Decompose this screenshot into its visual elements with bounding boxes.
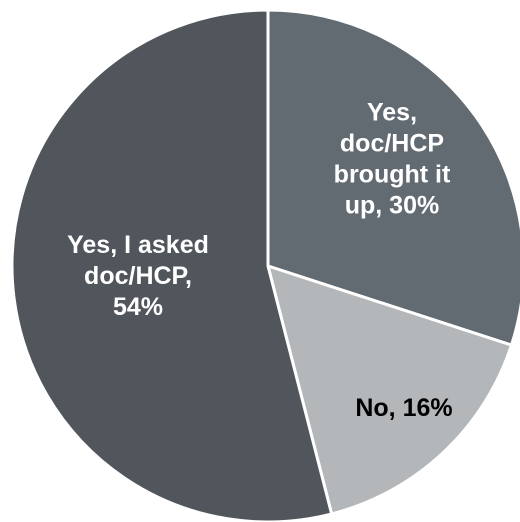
slice-label-yes-i-asked-doc-hcp: Yes, I asked doc/HCP, 54% — [67, 231, 209, 321]
pie-slice-no — [266, 264, 513, 516]
slice-label-no: No, 16% — [355, 394, 452, 422]
slice-label-line: No, 16% — [355, 394, 452, 422]
slice-label-line: 54% — [113, 293, 163, 321]
slice-label-line: doc/HCP — [340, 130, 444, 158]
slice-label-line: Yes, — [367, 99, 417, 127]
pie-slice-yes-i-asked-doc-hcp — [10, 8, 334, 522]
slice-label-line: Yes, I asked — [67, 231, 209, 259]
slice-label-yes-doc-hcp-brought-it-up: Yes, doc/HCP brought it up, 30% — [334, 99, 451, 220]
slice-label-line: up, 30% — [345, 192, 439, 220]
pie-slice-yes-doc-hcp-brought-it-up — [266, 8, 520, 347]
slice-label-line: doc/HCP, — [84, 262, 192, 290]
slice-label-line: brought it — [334, 161, 451, 189]
